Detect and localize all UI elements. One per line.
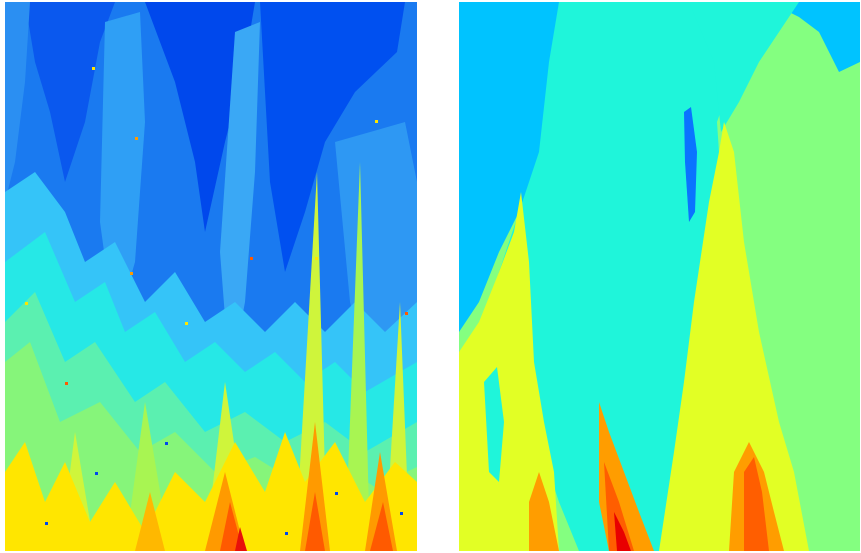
right-yellow-wedge-left [459, 192, 559, 551]
left-red-orange-2 [305, 492, 325, 551]
left-light-blue-3 [220, 22, 260, 382]
right-pattern-svg [459, 2, 860, 551]
left-deep-region-3 [260, 2, 405, 272]
left-pattern-panel [5, 2, 417, 551]
right-orange-2 [529, 472, 559, 551]
left-spike-4 [295, 172, 327, 551]
left-deep-region-1 [25, 2, 115, 182]
left-orange-3 [365, 452, 397, 551]
left-red-1 [235, 527, 247, 551]
left-pattern-svg [5, 2, 417, 551]
right-cyan-upper [689, 2, 799, 132]
left-light-blue-1 [5, 2, 30, 202]
right-blue-streak [684, 107, 697, 222]
left-red-orange-3 [370, 502, 393, 551]
right-pattern-panel [459, 2, 860, 551]
right-cyan-sliver [484, 367, 504, 482]
right-red-orange-2 [744, 457, 769, 551]
right-sky-notch [769, 2, 860, 72]
left-red-orange-1 [220, 502, 243, 551]
right-cyan-wedge [489, 2, 724, 551]
left-spike-5 [345, 162, 370, 551]
left-deep-region-2 [145, 2, 255, 232]
right-yellow-wedge-right [659, 122, 809, 551]
right-red-1 [614, 512, 631, 551]
left-orange-4 [135, 492, 165, 551]
left-noise-dots [25, 67, 408, 535]
left-orange-2 [300, 422, 330, 551]
right-red-orange-1 [604, 462, 634, 551]
